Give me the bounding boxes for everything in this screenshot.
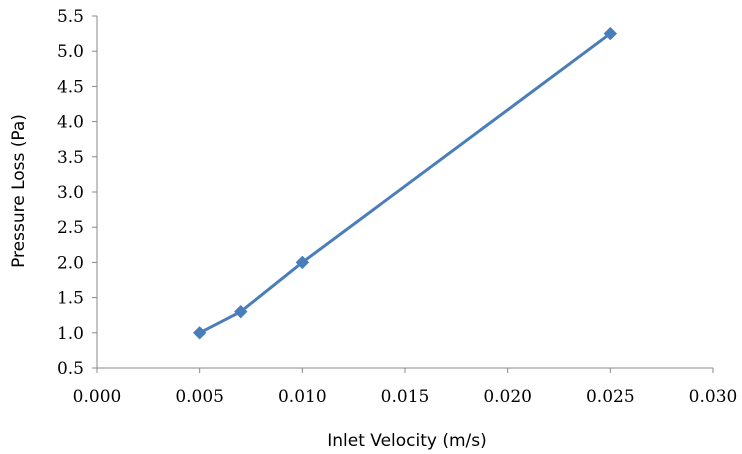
x-ticks: 0.000 0.005 0.010 0.015 0.020 0.025 0.030 xyxy=(73,368,738,407)
series-line xyxy=(198,32,612,335)
x-tick-label: 0.005 xyxy=(175,387,224,407)
y-tick-label: 0.5 xyxy=(57,359,84,379)
y-tick-label: 1.0 xyxy=(57,324,84,344)
data-point-diamond xyxy=(192,326,207,340)
x-tick-label: 0.025 xyxy=(586,387,635,407)
y-tick-label: 5.5 xyxy=(57,7,84,27)
x-tick-label: 0.020 xyxy=(483,387,532,407)
y-tick-label: 4.5 xyxy=(57,77,84,97)
data-point-diamond xyxy=(295,255,310,270)
y-tick-label: 2.5 xyxy=(57,218,84,238)
x-axis-title: Inlet Velocity (m/s) xyxy=(327,431,487,451)
data-point-diamond xyxy=(603,26,618,41)
y-tick-label: 3.5 xyxy=(57,148,84,168)
axes xyxy=(96,16,713,369)
y-axis-title: Pressure Loss (Pa) xyxy=(9,114,29,268)
x-tick-label: 0.030 xyxy=(689,387,738,407)
x-tick-label: 0.015 xyxy=(381,387,430,407)
y-ticks: 0.5 1.0 1.5 2.0 2.5 3.0 3.5 4.0 4.5 5.0 5.5 xyxy=(57,7,97,379)
y-tick-label: 4.0 xyxy=(57,113,84,133)
y-tick-label: 5.0 xyxy=(57,42,84,62)
data-point-diamond xyxy=(234,304,248,319)
y-tick-label: 2.0 xyxy=(57,253,84,273)
y-tick-label: 1.5 xyxy=(57,289,84,309)
x-tick-label: 0.000 xyxy=(73,387,122,407)
x-tick-label: 0.010 xyxy=(278,387,327,407)
series-layer xyxy=(192,26,618,340)
y-tick-label: 3.0 xyxy=(57,183,84,203)
